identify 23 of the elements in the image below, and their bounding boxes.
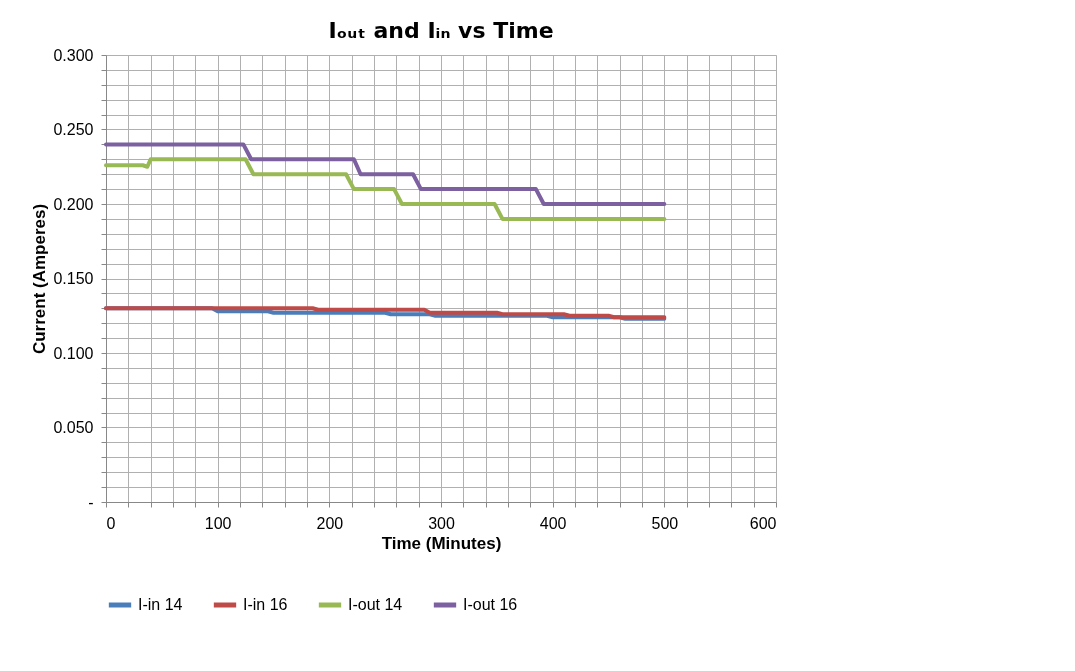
x-tick-label: 400 — [539, 514, 567, 532]
x-tick-label: 600 — [749, 514, 777, 532]
y-tick-label: 0.250 — [53, 121, 94, 138]
legend-label: I-out 14 — [348, 596, 403, 613]
y-tick-label: 0.300 — [53, 46, 94, 64]
y-tick-label: 0.200 — [53, 195, 94, 213]
y-tick-label: 0.100 — [53, 344, 94, 362]
line-series — [104, 142, 667, 206]
chart-title: Iₒᵤₜ and Iᵢₙ vs Time — [328, 18, 554, 43]
y-axis-title: Current (Amperes) — [30, 203, 50, 355]
legend-label: I-in 16 — [243, 596, 288, 613]
legend-label: I-out 16 — [463, 596, 518, 613]
y-tick-label: - — [88, 493, 94, 511]
x-tick-label: 500 — [651, 514, 679, 532]
x-tick-label: 100 — [204, 514, 232, 532]
x-tick-label: 300 — [428, 514, 455, 532]
y-tick-label: 0.150 — [53, 270, 94, 287]
legend-label: I-in 14 — [138, 596, 183, 613]
x-axis-title: Time (Minutes) — [381, 533, 502, 553]
x-tick-label: 0 — [106, 514, 116, 532]
line-series — [104, 157, 667, 221]
y-tick-label: 0.050 — [53, 419, 94, 436]
x-tick-label: 200 — [316, 514, 344, 532]
